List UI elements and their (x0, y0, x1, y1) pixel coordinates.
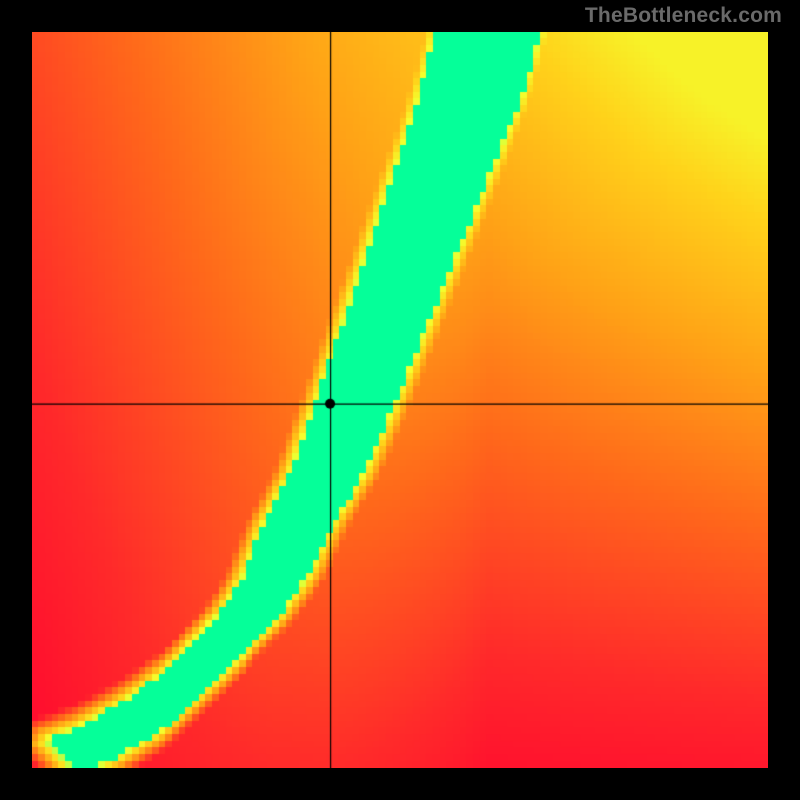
watermark-text: TheBottleneck.com (585, 4, 782, 28)
chart-container: TheBottleneck.com (0, 0, 800, 800)
heatmap-canvas (32, 32, 768, 768)
